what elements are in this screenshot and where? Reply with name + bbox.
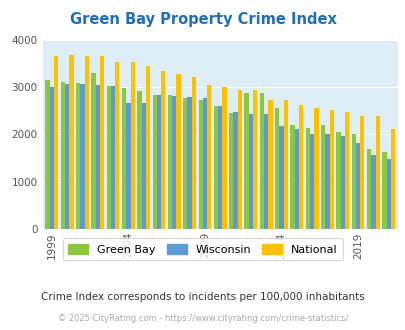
Bar — [335, 132, 340, 229]
Bar — [359, 115, 364, 229]
Bar — [252, 90, 257, 229]
Bar — [115, 62, 119, 229]
Bar — [344, 112, 348, 229]
Legend: Green Bay, Wisconsin, National: Green Bay, Wisconsin, National — [62, 238, 343, 260]
Bar — [130, 62, 134, 229]
Bar — [183, 98, 187, 229]
Bar — [375, 115, 379, 229]
Bar — [248, 114, 252, 229]
Bar — [76, 83, 80, 229]
Bar — [351, 134, 355, 229]
Bar — [65, 84, 69, 229]
Bar — [290, 125, 294, 229]
Bar — [95, 85, 100, 229]
Bar — [275, 108, 279, 229]
Bar — [122, 88, 126, 229]
Bar — [49, 87, 54, 229]
Bar — [283, 100, 287, 229]
Text: Crime Index corresponds to incidents per 100,000 inhabitants: Crime Index corresponds to incidents per… — [41, 292, 364, 302]
Bar — [386, 159, 390, 229]
Bar — [80, 84, 84, 229]
Bar — [207, 85, 211, 229]
Bar — [61, 82, 65, 229]
Bar — [268, 100, 272, 229]
Text: Green Bay Property Crime Index: Green Bay Property Crime Index — [69, 12, 336, 26]
Bar — [313, 108, 318, 229]
Bar — [202, 98, 207, 229]
Bar — [263, 114, 268, 229]
Bar — [244, 93, 248, 229]
Bar — [370, 155, 375, 229]
Bar — [191, 77, 196, 229]
Text: © 2025 CityRating.com - https://www.cityrating.com/crime-statistics/: © 2025 CityRating.com - https://www.city… — [58, 314, 347, 323]
Bar — [137, 91, 141, 229]
Bar — [390, 129, 394, 229]
Bar — [141, 103, 145, 229]
Bar — [152, 95, 156, 229]
Bar — [145, 66, 150, 229]
Bar — [176, 74, 180, 229]
Bar — [84, 56, 89, 229]
Bar — [233, 112, 237, 229]
Bar — [156, 95, 161, 229]
Bar — [198, 100, 202, 229]
Bar — [298, 105, 303, 229]
Bar — [217, 107, 222, 229]
Bar — [340, 136, 344, 229]
Bar — [294, 129, 298, 229]
Bar — [100, 56, 104, 229]
Bar — [309, 134, 313, 229]
Bar — [320, 125, 324, 229]
Bar — [54, 56, 58, 229]
Bar — [355, 143, 359, 229]
Bar — [382, 151, 386, 229]
Bar — [126, 103, 130, 229]
Bar — [279, 126, 283, 229]
Bar — [222, 87, 226, 229]
Bar — [305, 128, 309, 229]
Bar — [187, 97, 191, 229]
Bar — [111, 86, 115, 229]
Bar — [91, 73, 95, 229]
Bar — [168, 95, 172, 229]
Bar — [329, 110, 333, 229]
Bar — [161, 71, 165, 229]
Bar — [324, 135, 329, 229]
Bar — [228, 113, 233, 229]
Bar — [45, 80, 49, 229]
Bar — [237, 90, 241, 229]
Bar — [69, 55, 73, 229]
Bar — [107, 85, 111, 229]
Bar — [213, 107, 217, 229]
Bar — [259, 93, 263, 229]
Bar — [366, 149, 370, 229]
Bar — [172, 96, 176, 229]
